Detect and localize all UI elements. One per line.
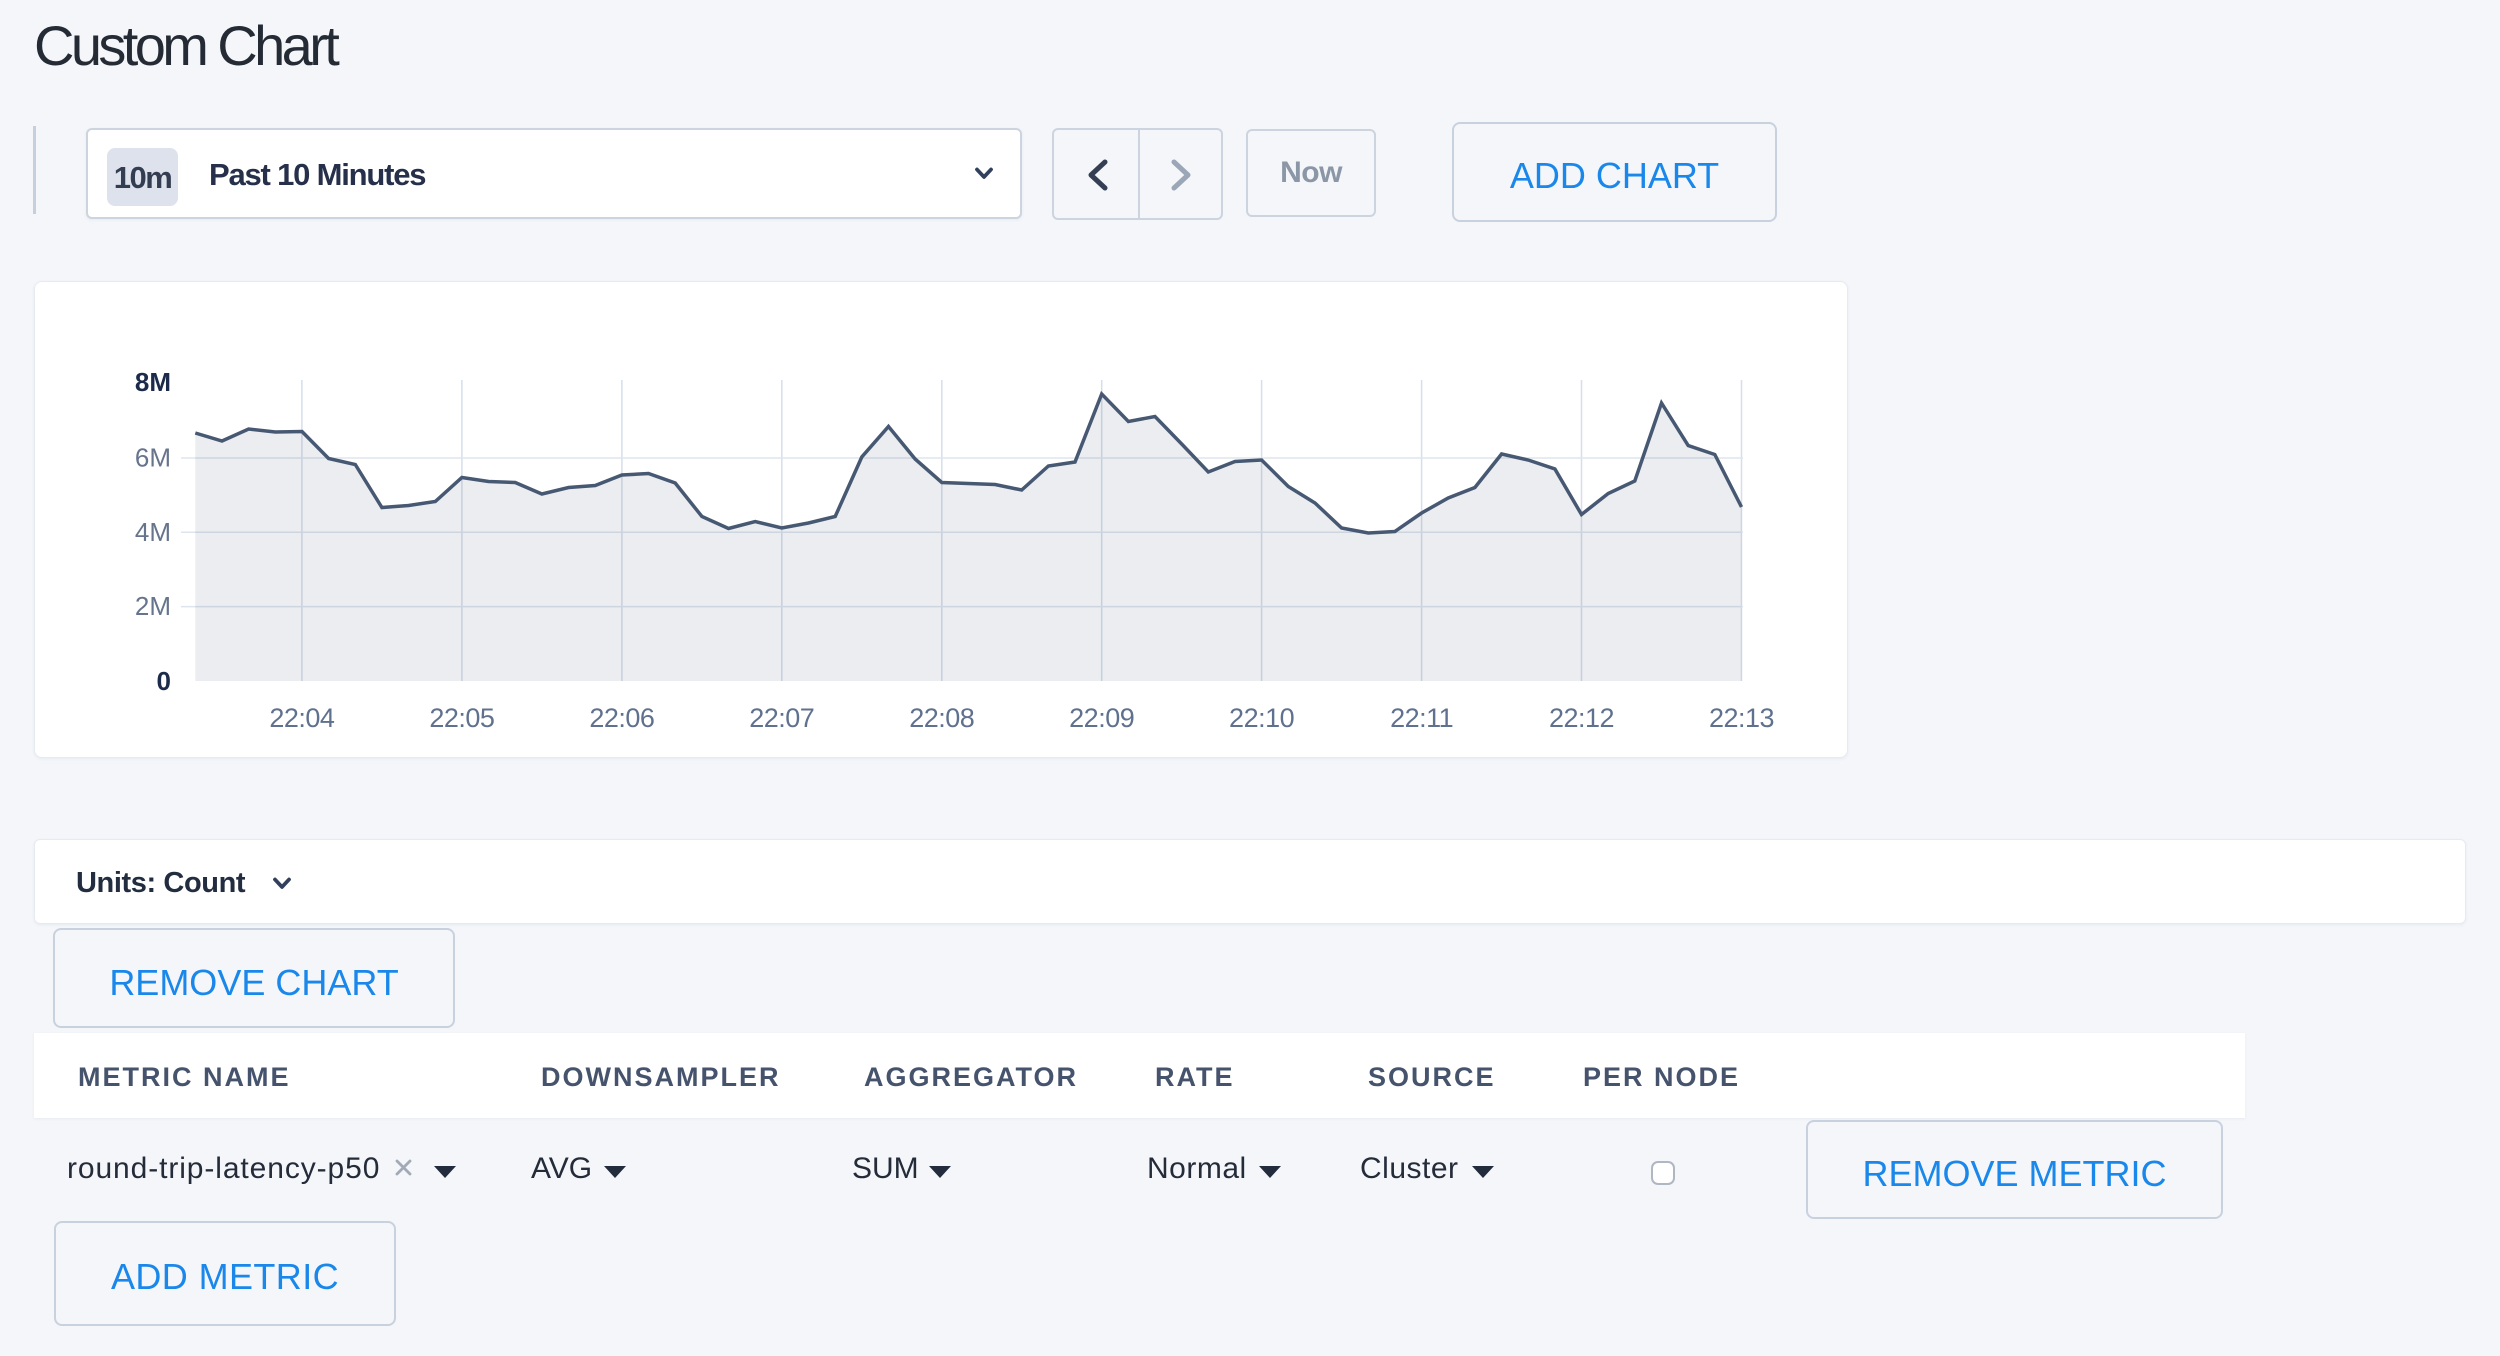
svg-text:0: 0: [157, 666, 171, 696]
svg-text:22:07: 22:07: [749, 703, 814, 733]
svg-text:22:05: 22:05: [429, 703, 494, 733]
svg-text:22:11: 22:11: [1390, 703, 1453, 733]
svg-text:22:08: 22:08: [909, 703, 974, 733]
svg-text:2M: 2M: [135, 591, 171, 621]
svg-text:22:09: 22:09: [1069, 703, 1134, 733]
svg-text:8M: 8M: [135, 367, 171, 397]
svg-text:22:04: 22:04: [269, 703, 335, 733]
svg-text:6M: 6M: [135, 443, 171, 473]
svg-text:22:12: 22:12: [1549, 703, 1614, 733]
svg-text:22:13: 22:13: [1709, 703, 1774, 733]
svg-text:4M: 4M: [135, 517, 171, 547]
svg-text:22:06: 22:06: [589, 703, 654, 733]
svg-text:22:10: 22:10: [1229, 703, 1294, 733]
